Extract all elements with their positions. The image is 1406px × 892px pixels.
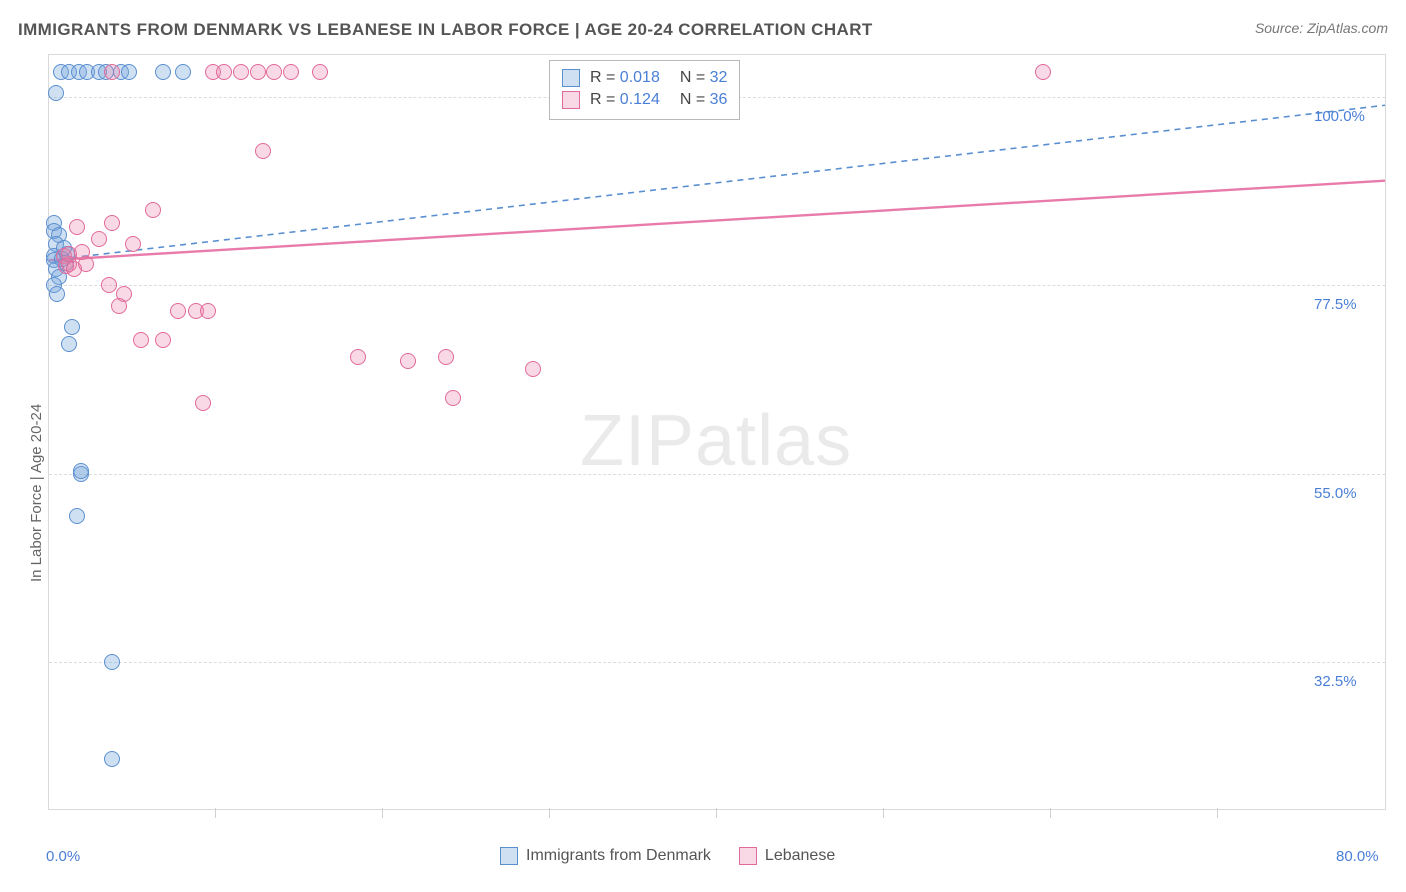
lebanese-point <box>104 215 120 231</box>
lebanese-point <box>104 64 120 80</box>
lebanese-point <box>250 64 266 80</box>
trend-line <box>49 105 1385 260</box>
denmark-point <box>155 64 171 80</box>
header-bar: IMMIGRANTS FROM DENMARK VS LEBANESE IN L… <box>18 20 1388 40</box>
denmark-point <box>49 286 65 302</box>
denmark-point <box>175 64 191 80</box>
trend-lines-layer <box>49 55 1385 809</box>
stats-n: N = 32 <box>680 69 728 87</box>
lebanese-point <box>101 277 117 293</box>
y-axis-title: In Labor Force | Age 20-24 <box>28 404 45 582</box>
lebanese-point <box>66 261 82 277</box>
lebanese-point <box>111 298 127 314</box>
denmark-point <box>69 508 85 524</box>
lebanese-point <box>255 143 271 159</box>
lebanese-point <box>438 349 454 365</box>
denmark-point <box>64 319 80 335</box>
x-tick-label: 0.0% <box>46 848 80 865</box>
legend-swatch <box>500 847 518 865</box>
lebanese-point <box>91 231 107 247</box>
gridline-h <box>49 662 1385 663</box>
denmark-point <box>48 85 64 101</box>
y-tick-label: 32.5% <box>1314 673 1357 690</box>
legend-label: Immigrants from Denmark <box>526 847 711 865</box>
legend-item: Lebanese <box>739 847 835 865</box>
denmark-point <box>104 654 120 670</box>
denmark-point <box>61 336 77 352</box>
gridline-h <box>49 474 1385 475</box>
lebanese-point <box>133 332 149 348</box>
stats-n: N = 36 <box>680 91 728 109</box>
x-minor-tick <box>1050 808 1051 818</box>
lebanese-point <box>350 349 366 365</box>
x-minor-tick <box>215 808 216 818</box>
lebanese-point <box>266 64 282 80</box>
stats-row: R = 0.124 N = 36 <box>562 89 727 111</box>
stats-r: R = 0.124 <box>590 91 660 109</box>
denmark-point <box>121 64 137 80</box>
gridline-h <box>49 285 1385 286</box>
bottom-legend: Immigrants from Denmark Lebanese <box>500 847 835 865</box>
lebanese-point <box>525 361 541 377</box>
lebanese-point <box>233 64 249 80</box>
lebanese-point <box>195 395 211 411</box>
denmark-point <box>73 463 89 479</box>
series-swatch <box>562 69 580 87</box>
lebanese-point <box>74 244 90 260</box>
y-tick-label: 77.5% <box>1314 296 1357 313</box>
series-swatch <box>562 91 580 109</box>
x-minor-tick <box>382 808 383 818</box>
lebanese-point <box>145 202 161 218</box>
stats-r: R = 0.018 <box>590 69 660 87</box>
y-tick-label: 100.0% <box>1314 108 1365 125</box>
lebanese-point <box>216 64 232 80</box>
lebanese-point <box>1035 64 1051 80</box>
correlation-stats-box: R = 0.018 N = 32 R = 0.124 N = 36 <box>549 60 740 120</box>
lebanese-point <box>283 64 299 80</box>
x-tick-label: 80.0% <box>1336 848 1379 865</box>
legend-label: Lebanese <box>765 847 835 865</box>
lebanese-point <box>155 332 171 348</box>
lebanese-point <box>125 236 141 252</box>
y-tick-label: 55.0% <box>1314 485 1357 502</box>
x-minor-tick <box>883 808 884 818</box>
denmark-point <box>104 751 120 767</box>
x-minor-tick <box>716 808 717 818</box>
lebanese-point <box>312 64 328 80</box>
source-label: Source: ZipAtlas.com <box>1255 20 1388 36</box>
x-minor-tick <box>549 808 550 818</box>
legend-swatch <box>739 847 757 865</box>
lebanese-point <box>69 219 85 235</box>
legend-item: Immigrants from Denmark <box>500 847 711 865</box>
lebanese-point <box>445 390 461 406</box>
lebanese-point <box>400 353 416 369</box>
x-minor-tick <box>1217 808 1218 818</box>
stats-row: R = 0.018 N = 32 <box>562 67 727 89</box>
lebanese-point <box>200 303 216 319</box>
scatter-plot-area <box>48 54 1386 810</box>
chart-title: IMMIGRANTS FROM DENMARK VS LEBANESE IN L… <box>18 20 873 40</box>
lebanese-point <box>170 303 186 319</box>
trend-line <box>49 181 1385 261</box>
